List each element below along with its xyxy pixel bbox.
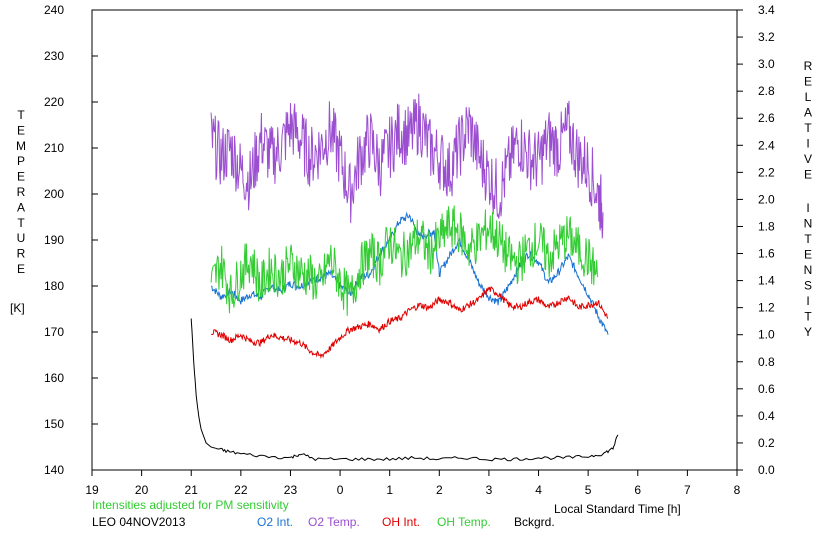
right-tick-label: 0.2 [758,436,775,450]
left-tick-label: 190 [44,233,64,247]
right-tick-label: 1.0 [758,328,775,342]
left-axis-unit: [K] [10,301,25,315]
right-tick-label: 2.8 [758,84,775,98]
x-tick-label: 23 [284,483,298,497]
x-tick-label: 4 [535,483,542,497]
right-tick-label: 3.2 [758,30,775,44]
right-title-letter: I [806,294,809,308]
right-title-letter: Y [804,325,812,339]
left-title-letter: E [17,170,25,184]
right-axis-ticks: 0.0 0.2 0.4 0.6 0.8 1.0 1.2 1.4 1.6 1.8 2.0 2.2 2.4 2… [737,3,775,477]
series-line-bckgrd [190,318,619,462]
right-tick-label: 3.0 [758,57,775,71]
left-title-letter: E [17,123,25,137]
right-tick-label: 0.8 [758,355,775,369]
left-tick-label: 220 [44,95,64,109]
legend-item: O2 Temp. [308,515,360,529]
right-title-letter: I [806,137,809,151]
x-tick-label: 3 [486,483,493,497]
right-tick-label: 2.6 [758,111,775,125]
right-title-letter: I [806,201,809,215]
left-tick-label: 170 [44,325,64,339]
left-tick-label: 140 [44,463,64,477]
x-tick-label: 22 [234,483,248,497]
left-title-letter: A [17,200,25,214]
x-tick-label: 6 [634,483,641,497]
x-axis-ticks: 19 20 21 22 23 0 1 2 3 4 5 6 7 8 [85,470,741,497]
legend-item: OH Temp. [437,515,491,529]
right-tick-label: 1.8 [758,219,775,233]
right-tick-label: 1.4 [758,274,775,288]
left-tick-label: 200 [44,187,64,201]
left-title-letter: P [17,154,25,168]
right-title-letter: T [804,121,812,135]
right-title-letter: A [804,106,812,120]
right-title-letter: N [804,217,813,231]
right-tick-label: 2.4 [758,138,775,152]
left-title-letter: R [17,185,26,199]
series-line-o2-temp [210,93,604,239]
left-tick-label: 240 [44,3,64,17]
left-title-letter: T [17,216,25,230]
series-line-oh-int [211,286,609,360]
right-title-letter: N [804,263,813,277]
right-title-letter: R [804,59,813,73]
right-tick-label: 2.0 [758,192,775,206]
left-tick-label: 180 [44,279,64,293]
x-tick-label: 0 [337,483,344,497]
left-tick-label: 230 [44,49,64,63]
x-axis-label: Local Standard Time [h] [554,502,681,516]
x-tick-label: 7 [684,483,691,497]
right-title-letter: E [804,168,812,182]
series-lines [190,93,619,462]
right-title-letter: T [804,232,812,246]
legend-item: O2 Int. [257,515,293,529]
x-tick-label: 5 [585,483,592,497]
right-tick-label: 3.4 [758,3,775,17]
right-tick-label: 2.2 [758,165,775,179]
x-tick-label: 21 [185,483,199,497]
left-title-letter: R [17,247,26,261]
right-title-letter: T [804,310,812,324]
note-text: Intensities adjusted for PM sensitivity [92,498,289,512]
left-tick-label: 160 [44,371,64,385]
left-tick-label: 150 [44,417,64,431]
right-title-letter: E [804,248,812,262]
left-title-letter: T [17,108,25,122]
x-tick-label: 19 [85,483,99,497]
right-title-letter: V [804,152,812,166]
right-title-letter: L [805,90,812,104]
series-line-oh-temp [210,205,599,316]
legend-item: OH Int. [382,515,420,529]
x-tick-label: 8 [734,483,741,497]
right-tick-label: 0.4 [758,409,775,423]
left-title-letter: E [17,262,25,276]
site-date-label: LEO 04NOV2013 [92,515,186,529]
right-tick-label: 1.2 [758,301,775,315]
left-tick-label: 210 [44,141,64,155]
right-title-letter: S [804,279,812,293]
left-axis-ticks: 140 150 160 170 180 190 200 210 220 230 240 [44,3,98,477]
x-tick-label: 1 [386,483,393,497]
right-tick-label: 0.0 [758,463,775,477]
right-title-letter: E [804,75,812,89]
legend: O2 Int. O2 Temp. OH Int. OH Temp. Bckgrd. [257,515,555,529]
right-tick-label: 0.6 [758,382,775,396]
left-title-letter: U [17,231,26,245]
x-tick-label: 20 [135,483,149,497]
right-tick-label: 1.6 [758,247,775,261]
legend-item: Bckgrd. [514,515,555,529]
left-title-letter: M [16,139,26,153]
x-tick-label: 2 [436,483,443,497]
